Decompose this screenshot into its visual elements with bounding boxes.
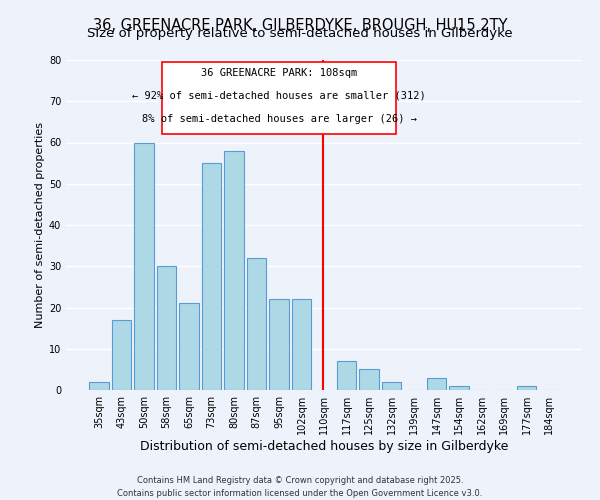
X-axis label: Distribution of semi-detached houses by size in Gilberdyke: Distribution of semi-detached houses by … <box>140 440 508 453</box>
Text: 36 GREENACRE PARK: 108sqm: 36 GREENACRE PARK: 108sqm <box>201 68 357 78</box>
Bar <box>157 266 176 390</box>
Text: Size of property relative to semi-detached houses in Gilberdyke: Size of property relative to semi-detach… <box>87 28 513 40</box>
Bar <box>179 304 199 390</box>
Bar <box>269 299 289 390</box>
FancyBboxPatch shape <box>162 62 396 134</box>
Bar <box>427 378 446 390</box>
Bar <box>224 151 244 390</box>
Bar <box>292 299 311 390</box>
Bar <box>382 382 401 390</box>
Bar <box>247 258 266 390</box>
Bar <box>517 386 536 390</box>
Bar <box>134 142 154 390</box>
Bar <box>337 361 356 390</box>
Bar <box>449 386 469 390</box>
Text: Contains HM Land Registry data © Crown copyright and database right 2025.
Contai: Contains HM Land Registry data © Crown c… <box>118 476 482 498</box>
Text: ← 92% of semi-detached houses are smaller (312): ← 92% of semi-detached houses are smalle… <box>132 91 426 101</box>
Bar <box>359 370 379 390</box>
Bar <box>89 382 109 390</box>
Text: 36, GREENACRE PARK, GILBERDYKE, BROUGH, HU15 2TY: 36, GREENACRE PARK, GILBERDYKE, BROUGH, … <box>93 18 507 32</box>
Y-axis label: Number of semi-detached properties: Number of semi-detached properties <box>35 122 44 328</box>
Bar <box>112 320 131 390</box>
Bar <box>202 163 221 390</box>
Text: 8% of semi-detached houses are larger (26) →: 8% of semi-detached houses are larger (2… <box>142 114 416 124</box>
